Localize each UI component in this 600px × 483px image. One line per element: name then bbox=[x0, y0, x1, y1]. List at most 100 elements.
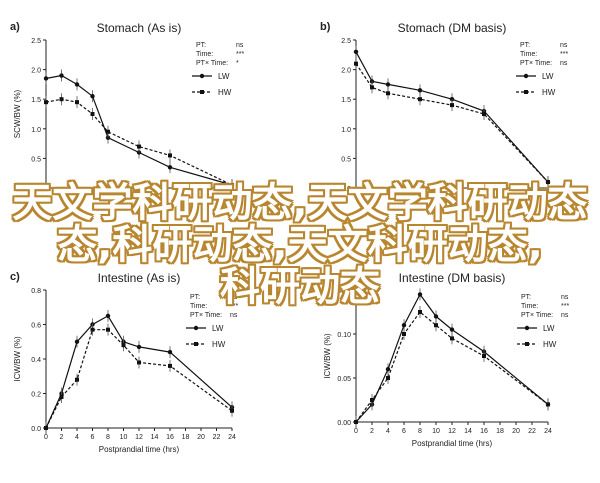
data-point bbox=[167, 349, 173, 355]
series-line-lw bbox=[45, 74, 233, 186]
legend-label: HW bbox=[218, 88, 232, 97]
data-point bbox=[74, 339, 80, 344]
legend-marker bbox=[193, 325, 199, 331]
stat-label: PT× Time: bbox=[520, 60, 552, 67]
y-tick-label: 2.0 bbox=[31, 68, 41, 75]
data-point bbox=[59, 73, 64, 78]
stat-label: PT: bbox=[520, 42, 530, 49]
x-axis-label: Postprandial time (hrs) bbox=[412, 439, 493, 448]
data-point bbox=[418, 310, 422, 314]
legend-label: LW bbox=[543, 324, 555, 333]
data-point bbox=[354, 61, 358, 66]
x-tick-label: 8 bbox=[418, 428, 422, 435]
data-point bbox=[230, 183, 234, 188]
x-tick-label: 0 bbox=[44, 434, 48, 441]
chart-panel-1: a) Stomach (As is) 0.0 0.5 1.0 1.5 2.0 2.5 SCW/B… bbox=[10, 21, 244, 193]
data-point bbox=[417, 88, 423, 93]
y-axis-label: SCW/BW (%) bbox=[13, 89, 22, 138]
stat-value: ns bbox=[230, 312, 238, 319]
legend-marker bbox=[194, 342, 198, 346]
data-point bbox=[417, 292, 423, 297]
data-point bbox=[106, 327, 110, 332]
y-tick-label: 2.5 bbox=[31, 38, 41, 45]
chart-title: Intestine (DM basis) bbox=[399, 271, 506, 285]
y-tick-label: 0.15 bbox=[337, 288, 351, 295]
y-tick-label: 0.0 bbox=[341, 186, 351, 193]
data-point bbox=[105, 313, 111, 319]
x-tick-label: 2 bbox=[370, 428, 374, 435]
stat-value: ns bbox=[561, 294, 569, 301]
stat-value: ns bbox=[561, 312, 569, 319]
x-tick-label: 14 bbox=[464, 428, 472, 435]
data-point bbox=[44, 426, 48, 430]
x-tick-label: 18 bbox=[496, 428, 504, 435]
data-point bbox=[386, 91, 390, 96]
stat-label: PT× Time: bbox=[521, 312, 553, 319]
data-point bbox=[546, 180, 550, 185]
chart-panel-2: b) Stomach (DM basis) 0.0 0.5 1.0 1.5 2.0 2.5 PT… bbox=[320, 21, 568, 193]
stat-value: ns bbox=[230, 294, 238, 301]
stat-label: PT: bbox=[196, 42, 206, 49]
y-tick-label: 0.5 bbox=[341, 156, 351, 163]
data-point bbox=[230, 408, 234, 413]
data-point bbox=[450, 103, 454, 108]
y-tick-label: 2.0 bbox=[341, 68, 351, 75]
data-point bbox=[546, 402, 550, 407]
y-tick-label: 0.2 bbox=[31, 392, 41, 399]
y-tick-label: 0.10 bbox=[337, 332, 351, 339]
panel-label: c) bbox=[10, 271, 20, 283]
legend-label: LW bbox=[218, 72, 230, 81]
legend-marker bbox=[524, 90, 528, 94]
x-tick-label: 12 bbox=[135, 434, 143, 441]
stat-value: * bbox=[236, 60, 239, 67]
data-point bbox=[90, 327, 95, 332]
y-tick-label: 0.8 bbox=[31, 288, 41, 295]
chart-panel-4: d) Intestine (DM basis) 0.00 0.05 0.10 0.15 IC… bbox=[320, 271, 569, 448]
stat-value: ns bbox=[236, 42, 244, 49]
x-tick-label: 10 bbox=[120, 434, 128, 441]
x-tick-label: 6 bbox=[402, 428, 406, 435]
x-axis-label: Postprandial time (hrs) bbox=[99, 445, 180, 454]
x-tick-label: 22 bbox=[213, 434, 221, 441]
stat-label: Time: bbox=[521, 303, 538, 310]
y-tick-label: 2.5 bbox=[341, 38, 351, 45]
x-tick-label: 8 bbox=[106, 434, 110, 441]
x-tick-label: 18 bbox=[182, 434, 190, 441]
x-tick-label: 4 bbox=[386, 428, 390, 435]
y-tick-label: 1.0 bbox=[341, 127, 351, 134]
series-line-hw bbox=[45, 98, 233, 186]
x-tick-label: 14 bbox=[151, 434, 159, 441]
legend-label: HW bbox=[542, 88, 556, 97]
data-point bbox=[137, 144, 141, 149]
data-point bbox=[450, 336, 454, 341]
y-axis-label: ICW/BW (%) bbox=[13, 336, 22, 382]
data-point bbox=[402, 332, 406, 336]
x-tick-label: 6 bbox=[91, 434, 95, 441]
x-tick-label: 24 bbox=[544, 428, 552, 435]
data-point bbox=[75, 377, 79, 382]
stat-label: PT× Time: bbox=[196, 60, 228, 67]
y-tick-label: 0.0 bbox=[31, 426, 41, 433]
data-point bbox=[482, 112, 486, 116]
series-line-lw bbox=[45, 315, 233, 429]
stat-value: ns bbox=[560, 42, 568, 49]
stat-value: *** bbox=[560, 51, 568, 58]
x-tick-label: 24 bbox=[228, 434, 236, 441]
stat-label: PT: bbox=[521, 294, 531, 301]
stat-value: ns bbox=[560, 60, 568, 67]
y-tick-label: 1.0 bbox=[31, 127, 41, 134]
chart-title: Stomach (As is) bbox=[97, 21, 182, 35]
data-point bbox=[385, 82, 391, 87]
data-point bbox=[75, 100, 79, 105]
x-tick-label: 4 bbox=[75, 434, 79, 441]
chart-title: Intestine (As is) bbox=[98, 271, 181, 285]
y-tick-label: 0.00 bbox=[337, 420, 351, 427]
stat-label: Time: bbox=[196, 51, 213, 58]
data-point bbox=[59, 394, 64, 399]
data-point bbox=[168, 153, 172, 158]
x-tick-label: 2 bbox=[60, 434, 64, 441]
x-tick-label: 20 bbox=[512, 428, 520, 435]
data-point bbox=[418, 97, 422, 102]
stat-value: *** bbox=[236, 51, 244, 58]
